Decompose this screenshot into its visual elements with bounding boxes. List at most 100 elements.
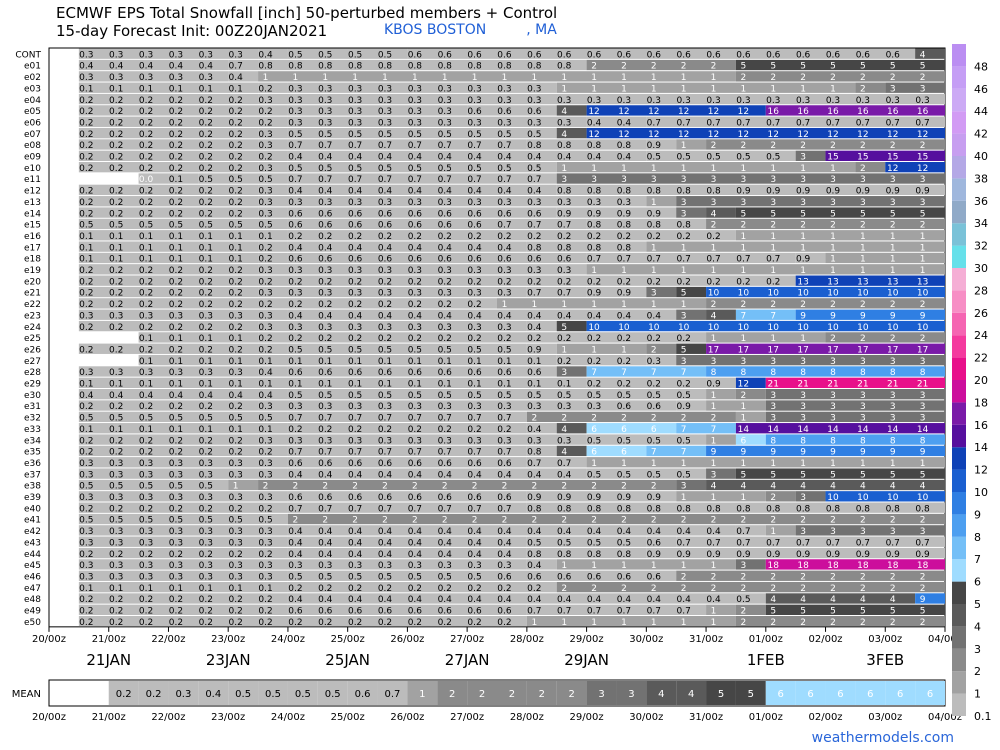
cell-value: 1: [651, 164, 657, 174]
cell-value: 0.3: [139, 572, 153, 582]
cell-value: 0.5: [587, 538, 601, 548]
mean-cell: [168, 681, 199, 705]
snow-cell: [825, 150, 945, 161]
cell-value: 0.2: [169, 289, 183, 299]
cell-value: 3: [561, 368, 567, 378]
cell-value: 5: [920, 62, 926, 72]
cell-value: 0.3: [497, 289, 511, 299]
cell-value: 0.3: [139, 50, 153, 60]
mean-cell: [467, 681, 497, 705]
cell-value: 0.1: [139, 380, 153, 390]
cell-value: 2: [561, 516, 567, 526]
cell-value: 0.6: [826, 50, 841, 60]
time-tick-label: 23/00z: [211, 634, 245, 645]
cell-value: 0.3: [497, 118, 511, 128]
cell-value: 1: [711, 561, 717, 571]
cell-value: 0.2: [348, 425, 362, 435]
cell-value: 0.4: [527, 561, 542, 571]
cell-value: 0.4: [617, 311, 632, 321]
cell-value: 0.2: [497, 584, 511, 594]
cell-value: 0.2: [288, 277, 302, 287]
cell-value: 0.1: [229, 255, 243, 265]
snow-cell: [258, 320, 527, 332]
cell-value: 1: [830, 266, 836, 276]
cell-value: 0.2: [79, 198, 93, 208]
cell-value: 0.5: [378, 572, 392, 582]
cell-value: 0.1: [229, 357, 243, 367]
cell-value: 0.7: [497, 221, 511, 231]
cell-value: 2: [860, 334, 866, 344]
cell-value: 0.3: [79, 493, 93, 503]
cell-value: 0.5: [258, 414, 272, 424]
snow-cell: [765, 434, 945, 445]
snow-cell: [287, 547, 527, 559]
cell-value: 3: [830, 357, 836, 367]
cell-value: 8: [770, 368, 776, 378]
cell-value: 2: [412, 516, 418, 526]
snow-cell: [78, 241, 259, 252]
cell-value: 0.2: [199, 153, 213, 163]
cell-value: 0.2: [438, 277, 452, 287]
cell-value: 0.2: [229, 277, 243, 287]
cell-value: 0.2: [647, 232, 661, 242]
cell-value: 2: [770, 141, 776, 151]
cell-value: 0.2: [348, 584, 362, 594]
cell-value: 12: [708, 107, 719, 117]
cell-value: 10: [887, 289, 899, 299]
date-label: 1FEB: [747, 651, 785, 669]
cell-value: 0.3: [199, 538, 213, 548]
snow-cell: [706, 400, 766, 411]
cell-value: 0.3: [796, 96, 810, 106]
cell-value: 0.2: [527, 232, 541, 242]
cell-value: 0.3: [79, 527, 93, 537]
snow-cell: [287, 116, 587, 127]
snow-cell: [287, 162, 557, 173]
snow-cell: [78, 116, 288, 127]
cell-value: 8: [920, 368, 926, 378]
cell-value: 3: [800, 527, 806, 537]
cell-value: 0.5: [706, 153, 720, 163]
snow-cell: [287, 252, 587, 264]
snow-cell: [646, 241, 945, 252]
cell-value: 0.3: [467, 198, 481, 208]
cell-value: 0.9: [587, 493, 602, 503]
cell-value: 0.5: [677, 391, 691, 401]
snow-cell: [735, 377, 766, 388]
cell-value: 3: [681, 357, 687, 367]
cell-value: 0.2: [79, 266, 93, 276]
cell-value: 0.7: [467, 448, 481, 458]
cell-value: 0.2: [109, 141, 123, 151]
cell-value: 0.3: [79, 538, 93, 548]
mean-value: 0.4: [205, 689, 221, 700]
cell-value: 0.6: [557, 50, 572, 60]
cell-value: 1: [711, 73, 717, 83]
cell-value: 9: [920, 448, 926, 458]
snow-cell: [78, 93, 259, 105]
cell-value: 0.4: [139, 62, 154, 72]
cell-value: 0.3: [258, 470, 272, 480]
cell-value: 0.5: [527, 164, 541, 174]
cell-value: 4: [741, 482, 747, 492]
cell-value: 0.7: [318, 414, 332, 424]
cell-value: 10: [857, 289, 869, 299]
snow-cell: [706, 218, 945, 230]
cell-value: 0.2: [408, 300, 422, 310]
cell-value: 2: [711, 572, 717, 582]
cell-value: 2: [830, 572, 836, 582]
cell-value: 0.2: [169, 130, 183, 140]
snow-cell: [706, 343, 945, 354]
cell-value: 0.4: [258, 50, 273, 60]
cell-value: 16: [827, 107, 839, 117]
snow-cell: [735, 434, 766, 445]
cell-value: 0.4: [438, 595, 453, 605]
snow-cell: [706, 604, 736, 615]
colorbar-swatch: [952, 111, 966, 134]
cell-value: 1: [890, 255, 896, 265]
cell-value: 0.5: [467, 345, 481, 355]
cell-value: 0.3: [438, 289, 452, 299]
cell-value: 17: [827, 345, 838, 355]
cell-value: 0.4: [408, 595, 423, 605]
snow-cell: [556, 581, 945, 593]
cell-value: 0.5: [677, 470, 691, 480]
cell-value: 0.1: [378, 380, 392, 390]
